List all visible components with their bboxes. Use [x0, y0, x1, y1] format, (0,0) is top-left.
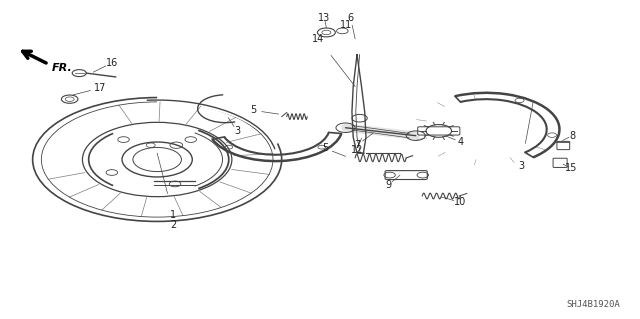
Text: 12: 12	[351, 145, 364, 155]
Text: 10: 10	[454, 197, 467, 207]
Text: 16: 16	[106, 58, 118, 68]
Text: 5: 5	[322, 143, 328, 153]
Text: 6: 6	[348, 13, 354, 23]
Text: 1: 1	[170, 210, 176, 220]
Text: 17: 17	[93, 83, 106, 93]
Text: SHJ4B1920A: SHJ4B1920A	[566, 300, 620, 309]
Text: 3: 3	[518, 161, 524, 171]
Text: 2: 2	[170, 219, 176, 230]
Text: FR.: FR.	[52, 63, 72, 73]
Text: 4: 4	[458, 137, 463, 147]
Text: 14: 14	[312, 34, 324, 44]
Text: 7: 7	[354, 140, 360, 150]
Text: 15: 15	[564, 163, 577, 174]
Text: 9: 9	[385, 180, 392, 190]
Text: 13: 13	[318, 13, 331, 23]
Text: 3: 3	[234, 126, 240, 136]
Text: 5: 5	[250, 105, 256, 115]
Text: 11: 11	[340, 19, 352, 30]
Text: 8: 8	[569, 131, 575, 141]
